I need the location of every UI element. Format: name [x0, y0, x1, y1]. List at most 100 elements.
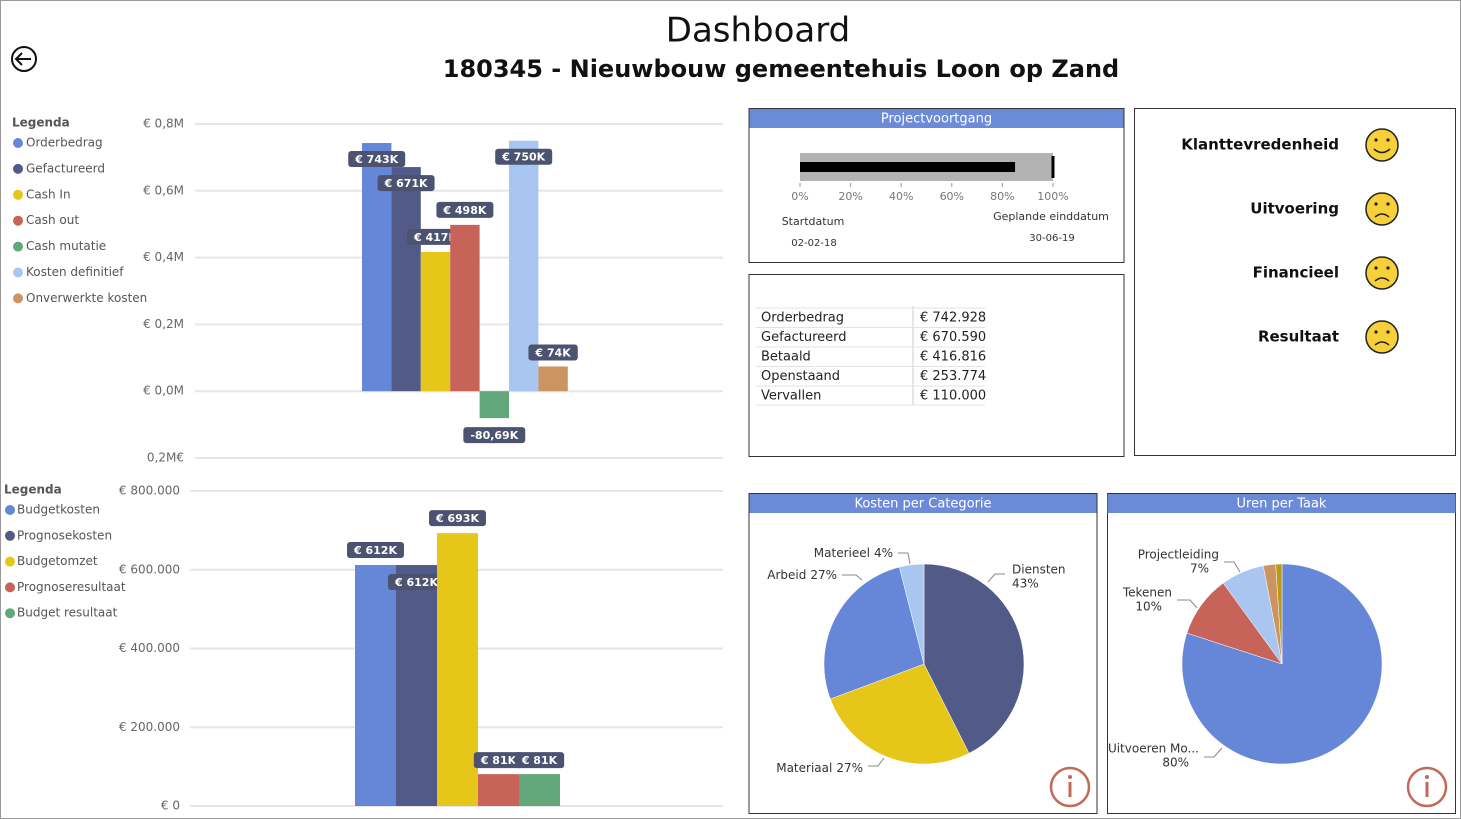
slice-label: Materiaal 27%: [776, 761, 863, 775]
legend-label: Budgetomzet: [17, 554, 98, 568]
cell-value: € 110.000: [920, 389, 986, 404]
smiley-eye: [1374, 330, 1378, 334]
page-title: Dashboard: [666, 11, 850, 51]
data-label-text: € 743K: [354, 153, 398, 166]
data-label-box: [407, 228, 464, 245]
slice-category: Materiaal: [776, 761, 832, 775]
data-label: € 612K: [347, 542, 404, 559]
data-label-box: [347, 542, 404, 559]
legend-swatch: [5, 505, 15, 515]
cell-label: Openstaand: [761, 369, 840, 384]
legend-swatch: [5, 608, 15, 619]
info-circle[interactable]: [1049, 766, 1091, 808]
info-stem[interactable]: [1068, 782, 1072, 797]
legend-swatch: [13, 215, 23, 226]
legend-label: Orderbedrag: [26, 136, 103, 150]
data-label-box: [514, 752, 565, 769]
slice-category: Arbeid: [767, 568, 806, 582]
bar: [437, 533, 478, 806]
page-subtitle: 180345 - Nieuwbouw gemeentehuis Loon op …: [443, 55, 1120, 83]
bar: [396, 565, 437, 806]
info-stem[interactable]: [1425, 782, 1429, 797]
leader-line: [1204, 747, 1223, 758]
slice-label: Arbeid 27%: [767, 568, 837, 582]
pie-slice: [923, 563, 1025, 754]
back-button[interactable]: [11, 46, 37, 72]
pie-slice: [899, 563, 925, 665]
data-label-text: € 693K: [435, 512, 479, 525]
legend-swatch: [13, 241, 23, 252]
end-label: Geplande einddatum: [993, 210, 1109, 223]
x-tick-label: 40%: [889, 190, 913, 203]
panel-title: Kosten per Categorie: [854, 497, 991, 512]
info-dot[interactable]: [1068, 775, 1072, 779]
smiley-face: [1365, 320, 1399, 354]
slice-label: Projectleiding: [1138, 548, 1219, 562]
legend-swatch: [5, 530, 15, 541]
smiley-face: [1365, 128, 1399, 162]
slice-value: 7%: [1190, 562, 1209, 576]
smiley-eye: [1374, 202, 1378, 206]
data-label-text: € 498K: [442, 204, 486, 217]
x-tick-label: 80%: [990, 190, 1014, 203]
kpi-label: Financieel: [1253, 264, 1339, 282]
smiley-eye: [1386, 330, 1390, 334]
panel-header: [749, 494, 1097, 513]
bar: [420, 251, 451, 392]
legend-label: Gefactureerd: [26, 161, 105, 175]
y-tick-label: € 0,2M: [143, 317, 184, 331]
data-label: € 693K: [429, 510, 486, 527]
smiley-mouth: [1374, 213, 1390, 218]
cell-value: € 253.774: [920, 369, 986, 384]
data-label-text: € 81K: [521, 754, 558, 767]
cell-value: € 742.928: [920, 311, 986, 326]
pie-slice: [823, 566, 925, 700]
y-tick-label: € 800.000: [119, 484, 180, 498]
x-tick-label: 20%: [838, 190, 862, 203]
data-label-text: -80,69K: [470, 429, 518, 442]
legend-title: Legenda: [12, 116, 70, 130]
legend-label: Cash mutatie: [26, 239, 106, 253]
back-circle[interactable]: [11, 46, 37, 72]
kpi-label: Uitvoering: [1250, 200, 1339, 218]
smiley-face: [1365, 256, 1399, 290]
bar: [478, 774, 519, 806]
y-tick-label: € 600.000: [119, 562, 180, 576]
slice-value: 80%: [1162, 756, 1189, 770]
legend-title: Legenda: [4, 483, 62, 497]
legend-label: Kosten definitief: [26, 265, 124, 279]
data-label-text: € 612K: [353, 544, 397, 557]
legend-label: Budgetkosten: [17, 503, 100, 517]
legend-label: Cash out: [26, 213, 79, 227]
data-label: € 81K: [473, 752, 524, 769]
y-tick-label: € 0,8M: [143, 117, 184, 131]
data-label-box: [429, 510, 486, 527]
info-button[interactable]: [1406, 766, 1448, 808]
y-tick-label: € 400.000: [119, 641, 180, 655]
slice-value: 27%: [810, 568, 837, 582]
kpi-label: Klanttevredenheid: [1181, 136, 1339, 154]
info-button[interactable]: [1049, 766, 1091, 808]
data-label-text: € 417K: [413, 231, 457, 244]
info-dot[interactable]: [1425, 775, 1429, 779]
pie-slice: [1275, 563, 1283, 665]
smiley-eye: [1374, 266, 1378, 270]
smiley-mouth: [1374, 277, 1390, 282]
data-label-box: [377, 175, 435, 192]
data-label: € 750K: [495, 148, 553, 165]
smiley-eye: [1386, 138, 1390, 142]
bar: [519, 774, 560, 806]
leader-line: [898, 552, 911, 565]
legend-label: Prognoseresultaat: [17, 580, 126, 594]
panel-header: [1107, 494, 1456, 513]
leader-line: [868, 757, 885, 767]
info-circle[interactable]: [1406, 766, 1448, 808]
smiley-face: [1365, 192, 1399, 226]
cell-label: Vervallen: [761, 389, 821, 404]
y-tick-label: € 200.000: [119, 720, 180, 734]
back-arrow[interactable]: [14, 52, 31, 66]
smiley-eye: [1386, 266, 1390, 270]
progress-panel: [748, 108, 1125, 263]
